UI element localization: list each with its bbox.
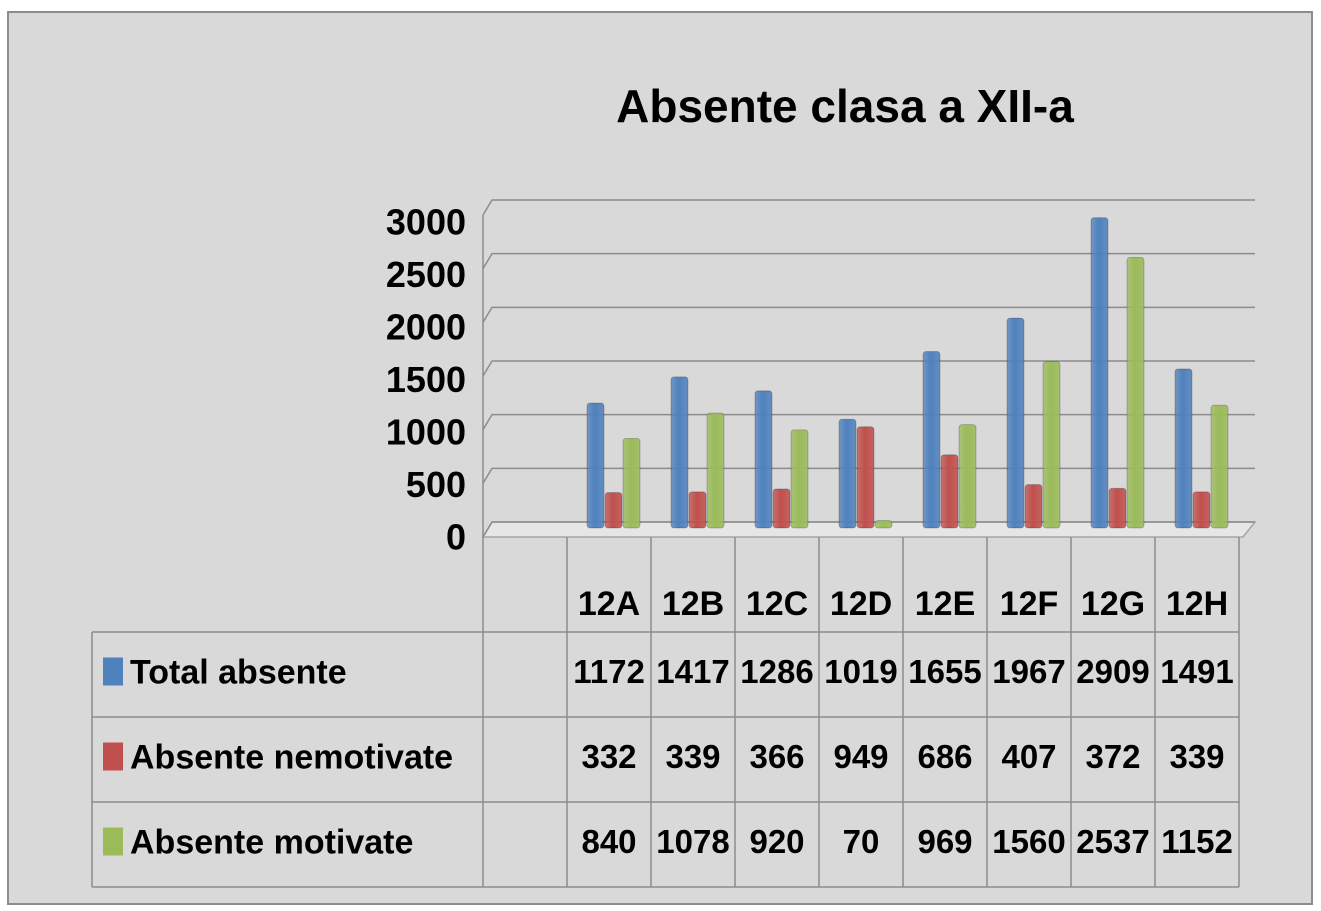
x-tick-label: 12H [1166, 585, 1228, 623]
table-value: 686 [917, 738, 972, 775]
bar [1192, 491, 1211, 529]
bar [1042, 361, 1061, 529]
grid-line [482, 199, 1255, 216]
bar [1090, 217, 1109, 529]
table-value: 1967 [992, 653, 1065, 690]
table-value: 1152 [1161, 823, 1233, 860]
x-tick-label: 12G [1081, 585, 1145, 623]
y-tick-label: 1000 [386, 412, 466, 453]
table-value: 1491 [1160, 653, 1233, 690]
legend-label: Absente motivate [130, 823, 413, 861]
y-tick-label: 0 [446, 517, 466, 558]
x-tick-label: 12D [830, 585, 892, 623]
table-value: 339 [1169, 738, 1224, 775]
bar [772, 488, 791, 529]
table-value: 407 [1001, 738, 1056, 775]
table-value: 2909 [1076, 653, 1149, 690]
table-value: 969 [917, 823, 972, 860]
bar [706, 412, 725, 529]
y-tick-label: 2500 [386, 254, 466, 295]
table-value: 339 [665, 738, 720, 775]
grid-line [482, 252, 1255, 270]
table-value: 1560 [992, 823, 1065, 860]
legend-label: Total absente [130, 653, 347, 691]
y-tick-label: 500 [406, 464, 466, 505]
legend-key [103, 827, 123, 856]
legend-key [103, 742, 123, 771]
bar [1126, 256, 1145, 529]
legend-label: Absente nemotivate [130, 738, 453, 776]
bar [856, 426, 875, 529]
bar [922, 351, 941, 529]
grid-line [482, 306, 1255, 323]
bar [688, 491, 707, 529]
bar [958, 424, 977, 529]
bar [1108, 487, 1127, 529]
bar [586, 402, 605, 529]
table-value: 70 [843, 823, 880, 860]
table-value: 920 [749, 823, 804, 860]
bar [790, 429, 809, 529]
chart-title: Absente clasa a XII-a [616, 80, 1074, 132]
table-value: 2537 [1076, 823, 1149, 860]
bar [1210, 404, 1229, 529]
table-value: 840 [581, 823, 636, 860]
grid-line [482, 467, 1255, 484]
table-value: 372 [1085, 738, 1140, 775]
bar [622, 437, 641, 529]
grid-line [482, 521, 1255, 538]
grid-line [482, 360, 1255, 377]
table-value: 332 [581, 738, 636, 775]
bar [940, 454, 959, 529]
y-tick-label: 2000 [386, 307, 466, 348]
bar [670, 376, 689, 529]
grid-line [482, 413, 1255, 431]
table-value: 949 [833, 738, 888, 775]
table-value: 1417 [656, 653, 729, 690]
x-tick-label: 12F [1000, 585, 1059, 623]
y-tick-label: 1500 [386, 359, 466, 400]
bar [838, 418, 857, 529]
table-value: 1655 [908, 653, 981, 690]
x-tick-label: 12C [746, 585, 808, 623]
bar [1006, 317, 1025, 529]
table-value: 1286 [740, 653, 813, 690]
bar [604, 492, 623, 529]
x-tick-label: 12A [578, 585, 640, 623]
y-tick-label: 3000 [386, 202, 466, 243]
x-tick-label: 12B [662, 585, 724, 623]
bar [1174, 368, 1193, 529]
bar [1024, 484, 1043, 529]
table-value: 366 [749, 738, 804, 775]
bar [874, 520, 893, 529]
table-value: 1078 [656, 823, 729, 860]
table-value: 1019 [824, 653, 897, 690]
bar [754, 390, 773, 529]
legend-key [103, 657, 123, 686]
x-tick-label: 12E [915, 585, 976, 623]
table-value: 1172 [573, 653, 645, 690]
